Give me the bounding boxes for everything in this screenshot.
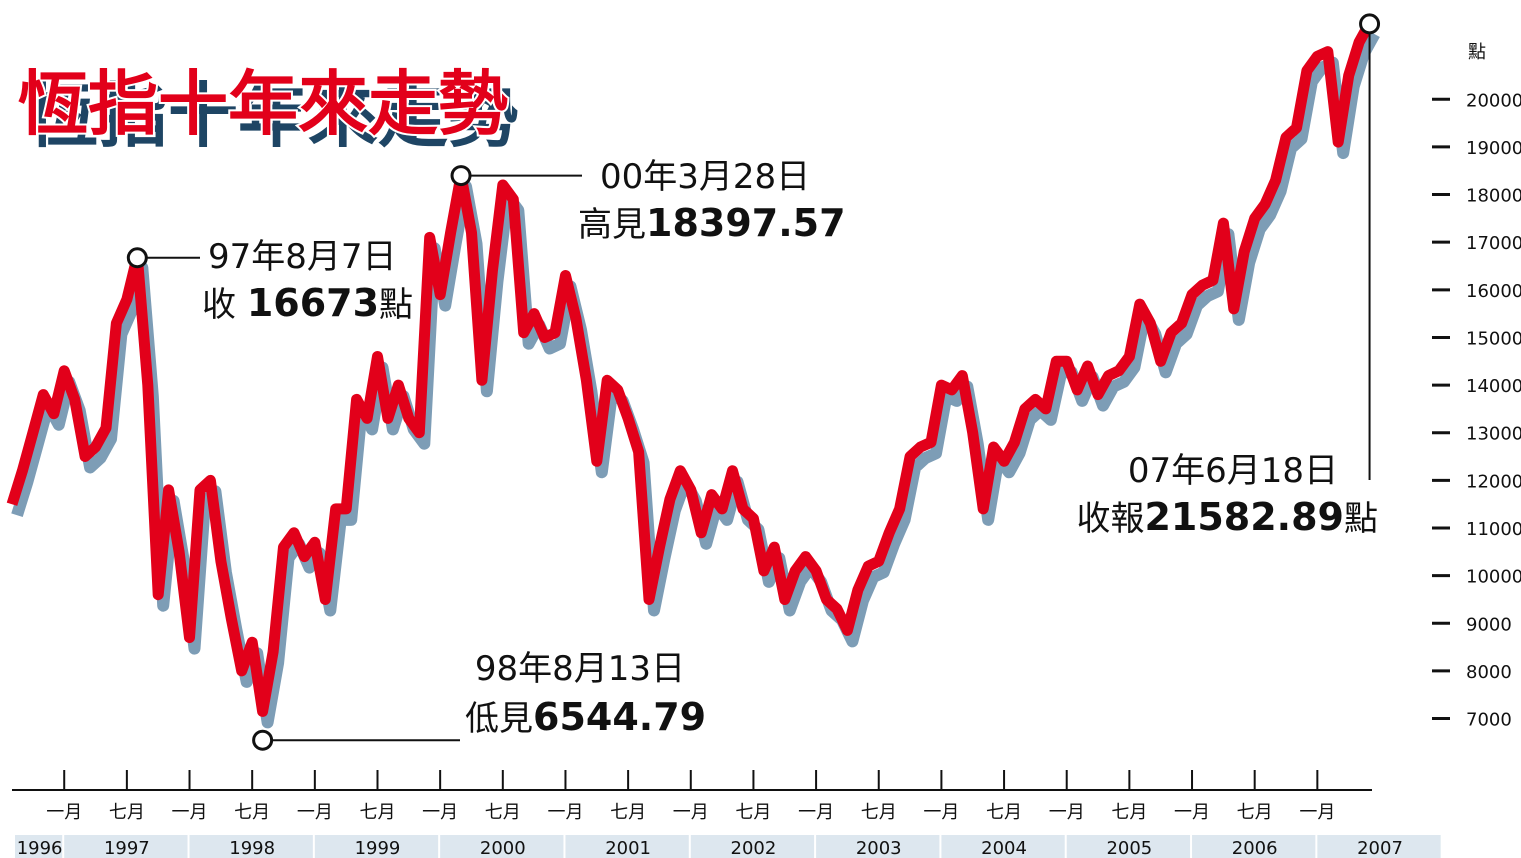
x-tick-label: 一月 xyxy=(547,802,583,823)
year-band xyxy=(64,835,188,858)
x-tick-label: 一月 xyxy=(297,802,333,823)
annotation-date: 97年8月7日 xyxy=(208,237,397,277)
x-tick-label: 七月 xyxy=(861,802,897,823)
x-tick-label: 一月 xyxy=(422,802,458,823)
annotation-marker xyxy=(252,729,274,751)
x-tick-label: 一月 xyxy=(172,802,208,823)
annotation-value: 收報21582.89點 xyxy=(1076,495,1378,539)
y-tick-label: 11000 xyxy=(1466,519,1521,540)
year-band xyxy=(941,835,1065,858)
x-tick-label: 一月 xyxy=(923,802,959,823)
year-band xyxy=(565,835,689,858)
annotation-prefix: 高見 xyxy=(578,205,646,245)
x-tick-label: 七月 xyxy=(109,802,145,823)
year-band xyxy=(440,835,564,858)
y-tick-label: 20000 xyxy=(1466,90,1521,111)
x-tick-label: 一月 xyxy=(1049,802,1085,823)
annotation-marker xyxy=(1359,13,1381,35)
year-label: 2001 xyxy=(605,838,651,858)
y-tick-label: 10000 xyxy=(1466,567,1521,588)
annotation-number: 18397.57 xyxy=(646,201,846,245)
annotation-number: 6544.79 xyxy=(533,695,706,739)
annotation-prefix: 低見 xyxy=(465,699,533,739)
year-label: 2002 xyxy=(731,838,777,858)
x-tick-label: 七月 xyxy=(610,802,646,823)
x-tick-label: 七月 xyxy=(234,802,270,823)
chart-title: 恆指十年來走勢 xyxy=(18,63,508,145)
y-tick-label: 12000 xyxy=(1466,471,1521,492)
year-band xyxy=(314,835,439,858)
year-label: 2007 xyxy=(1357,838,1403,858)
annotation-marker xyxy=(126,247,148,269)
y-tick-label: 13000 xyxy=(1466,424,1521,445)
line xyxy=(6,20,1375,717)
year-label: 2003 xyxy=(856,838,902,858)
annotation-prefix: 收報 xyxy=(1076,499,1144,539)
x-tick-label: 一月 xyxy=(1299,802,1335,823)
y-tick-label: 8000 xyxy=(1466,662,1512,683)
year-band xyxy=(15,835,63,858)
year-label: 1996 xyxy=(17,838,63,858)
y-tick-label: 14000 xyxy=(1466,376,1521,397)
year-band xyxy=(690,835,815,858)
y-tick-label: 16000 xyxy=(1466,281,1521,302)
x-tick-label: 一月 xyxy=(46,802,82,823)
x-tick-label: 一月 xyxy=(798,802,834,823)
annotation-suffix: 點 xyxy=(379,285,413,325)
annotation-date: 07年6月18日 xyxy=(1128,451,1338,491)
year-label: 2004 xyxy=(981,838,1027,858)
y-tick-label: 19000 xyxy=(1466,138,1521,159)
x-tick-label: 七月 xyxy=(485,802,521,823)
x-tick-label: 七月 xyxy=(986,802,1022,823)
annotation-date: 00年3月28日 xyxy=(600,157,810,197)
year-band xyxy=(816,835,940,858)
chart-title-shadow: 恆指十年來走勢 xyxy=(28,75,518,157)
year-label: 1997 xyxy=(104,838,150,858)
y-tick-label: 15000 xyxy=(1466,328,1521,349)
y-tick-label: 9000 xyxy=(1466,614,1512,635)
x-tick-label: 七月 xyxy=(1237,802,1273,823)
x-tick-label: 一月 xyxy=(673,802,709,823)
year-label: 2000 xyxy=(480,838,526,858)
year-label: 2006 xyxy=(1232,838,1278,858)
y-tick-label: 17000 xyxy=(1466,233,1521,254)
year-label: 1998 xyxy=(229,838,275,858)
annotation-value: 低見6544.79 xyxy=(465,695,706,739)
annotation-date: 98年8月13日 xyxy=(475,649,685,689)
annotation-value: 高見18397.57 xyxy=(578,201,846,245)
year-band xyxy=(1317,835,1441,858)
year-band xyxy=(1066,835,1191,858)
year-label: 1999 xyxy=(355,838,401,858)
x-tick-label: 七月 xyxy=(1111,802,1147,823)
y-tick-label: 7000 xyxy=(1466,710,1512,731)
y-axis-label: 點 xyxy=(1468,42,1486,63)
annotation-number: 21582.89 xyxy=(1144,495,1344,539)
x-tick-label: 七月 xyxy=(359,802,395,823)
y-tick-label: 18000 xyxy=(1466,186,1521,207)
annotation-number: 16673 xyxy=(247,281,379,325)
annotation-prefix: 收 xyxy=(202,285,247,325)
year-band xyxy=(1192,835,1316,858)
x-tick-label: 一月 xyxy=(1174,802,1210,823)
x-tick-label: 七月 xyxy=(735,802,771,823)
year-band xyxy=(189,835,313,858)
annotation-suffix: 點 xyxy=(1344,499,1378,539)
annotation-value: 收 16673點 xyxy=(202,281,413,325)
year-label: 2005 xyxy=(1106,838,1152,858)
annotation-marker xyxy=(450,165,472,187)
